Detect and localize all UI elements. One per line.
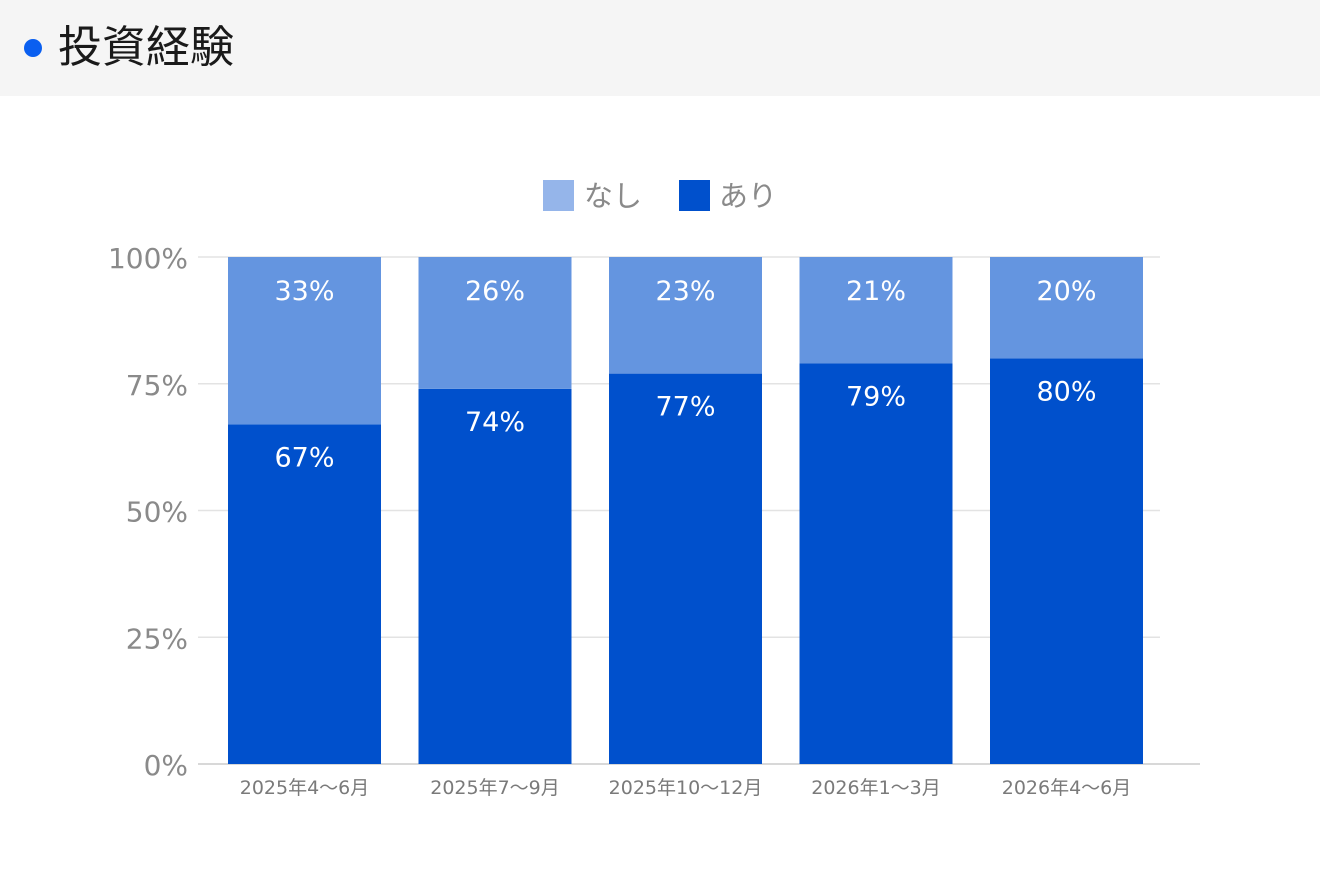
data-label-nashi: 21% [846,276,906,307]
header-bar: 投資経験 [0,0,1320,96]
bar-nashi [990,257,1143,359]
data-label-nashi: 26% [465,276,525,307]
bar-ari [799,363,953,764]
x-tick-label: 2026年1〜3月 [811,777,941,799]
legend-swatch-nashi [543,180,574,211]
data-labels: 33% 67% 26% 74% 23% 77% 21% 79% 20% 80% [274,276,1096,473]
legend-label-nashi: なし [584,179,642,213]
y-tick-label: 100% [108,242,188,275]
bar-ari [228,424,381,764]
data-label-nashi: 20% [1036,276,1096,307]
axis-labels: 0% 25% 50% 75% 100% 2025年4〜6月 2025年7〜9月 2025年10… [108,242,1131,799]
data-label-nashi: 23% [655,276,715,307]
data-label-ari: 77% [655,392,715,423]
y-tick-label: 75% [126,369,188,402]
x-tick-label: 2025年4〜6月 [240,777,370,799]
data-label-ari: 67% [274,442,334,473]
bar-ari [418,388,572,764]
bar-ari [990,358,1143,764]
y-tick-label: 50% [126,496,188,529]
bar-nashi [609,257,762,374]
legend: なし あり [543,179,777,213]
x-tick-label: 2025年7〜9月 [430,777,560,799]
page-title: 投資経験 [58,22,234,73]
legend-swatch-ari [679,180,710,211]
x-tick-label: 2025年10〜12月 [609,777,763,799]
y-tick-label: 25% [126,622,188,655]
bar-ari [609,373,762,764]
data-label-nashi: 33% [274,276,334,307]
bar-nashi [799,257,953,364]
legend-label-ari: あり [719,179,777,213]
bar-nashi [228,257,381,425]
bar-nashi [418,257,572,389]
x-tick-label: 2026年4〜6月 [1002,777,1132,799]
data-label-ari: 74% [465,407,525,438]
data-label-ari: 80% [1036,376,1096,407]
bars [228,257,1143,764]
y-tick-label: 0% [144,749,188,782]
data-label-ari: 79% [846,381,906,412]
bullet-dot-icon [24,39,42,57]
